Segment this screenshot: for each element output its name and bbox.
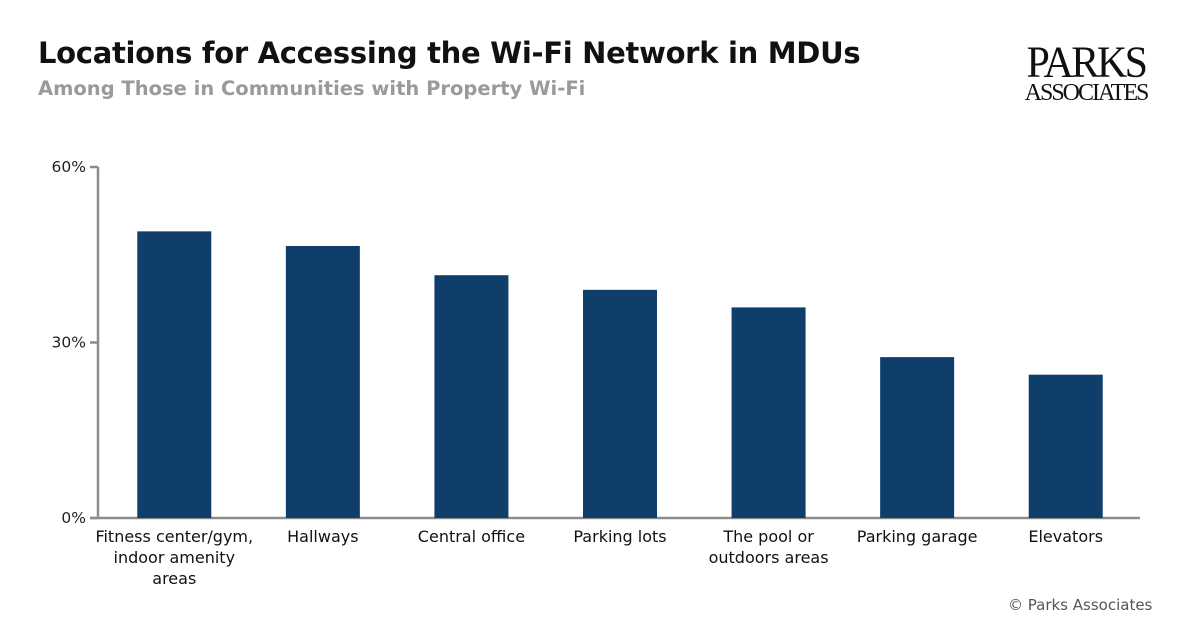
x-category-label-line: Elevators — [1028, 527, 1103, 546]
x-category-label-line: Parking garage — [857, 527, 978, 546]
bar — [583, 289, 657, 518]
bar — [731, 307, 806, 518]
bar — [137, 231, 212, 518]
chart-title: Locations for Accessing the Wi-Fi Networ… — [38, 36, 861, 70]
bar — [1028, 374, 1103, 518]
x-category-label: Elevators — [1028, 527, 1103, 546]
logo-line-2: ASSOCIATES — [1024, 80, 1150, 106]
x-category-label-line: indoor amenity — [114, 548, 236, 567]
bar — [434, 275, 509, 518]
y-tick-label: 60% — [52, 158, 86, 176]
y-tick-label: 0% — [61, 509, 86, 527]
x-category-label-line: Central office — [418, 527, 525, 546]
x-category-label: Fitness center/gym, indoor amenity areas — [95, 527, 253, 588]
x-category-label: Central office — [418, 527, 525, 546]
x-category-label-line: Hallways — [287, 527, 358, 546]
x-category-label-line: areas — [152, 569, 196, 588]
x-category-label: Parking garage — [857, 527, 978, 546]
parks-associates-logo: PARKS ASSOCIATES — [1016, 38, 1156, 106]
x-category-label: The pool or outdoors areas — [709, 527, 829, 567]
chart-subtitle: Among Those in Communities with Property… — [38, 77, 586, 100]
y-tick-label: 30% — [52, 334, 86, 352]
x-category-label-line: Parking lots — [573, 527, 666, 546]
logo-line-1: PARKS — [1026, 38, 1148, 88]
x-category-label-line: The pool or — [722, 527, 814, 546]
x-category-label: Parking lots — [573, 527, 666, 546]
copyright-footer: © Parks Associates — [1008, 596, 1153, 614]
x-category-label-line: outdoors areas — [709, 548, 829, 567]
bar — [285, 245, 360, 518]
bar — [880, 357, 955, 518]
x-category-label: Hallways — [287, 527, 358, 546]
x-category-label-line: Fitness center/gym, — [95, 527, 253, 546]
